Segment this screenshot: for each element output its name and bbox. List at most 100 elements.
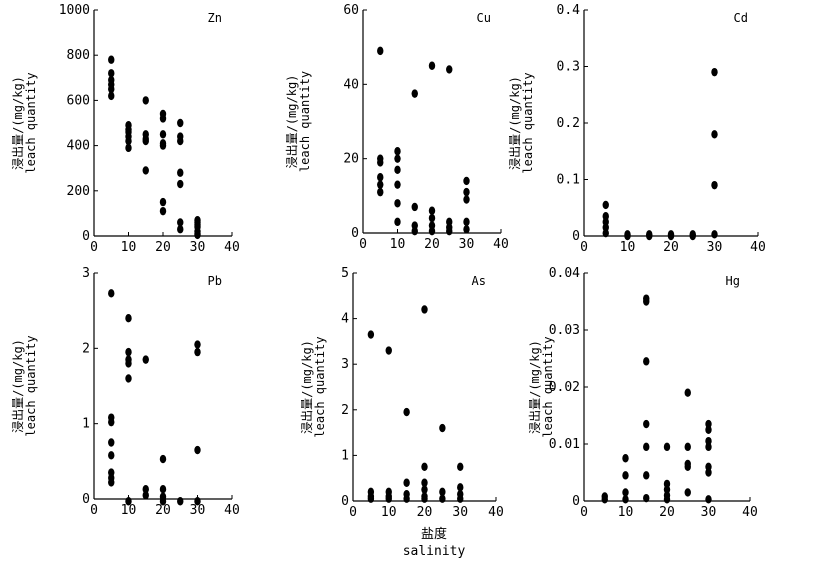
- x-axis-title-cn: 盐度: [421, 526, 447, 542]
- data-point: [622, 495, 629, 504]
- data-point: [385, 494, 392, 503]
- data-point: [439, 423, 446, 433]
- data-point: [705, 495, 712, 504]
- data-point: [711, 180, 718, 190]
- panel-title: Cd: [734, 11, 748, 25]
- y-tick-label: 40: [343, 77, 359, 92]
- x-tick-label: 40: [224, 503, 240, 518]
- y-axis-title-cn: 浸出量/(mg/kg): [528, 340, 542, 434]
- data-point: [403, 407, 410, 417]
- data-point: [142, 491, 149, 500]
- data-point: [108, 69, 115, 78]
- data-point: [194, 497, 201, 506]
- data-point: [624, 231, 631, 241]
- data-point: [428, 213, 436, 223]
- data-point: [194, 445, 201, 455]
- data-point: [705, 442, 712, 452]
- data-point: [108, 55, 115, 64]
- data-point: [159, 130, 167, 139]
- data-point: [367, 494, 375, 503]
- x-tick-label: 0: [580, 240, 588, 255]
- data-point: [377, 180, 384, 189]
- y-tick-label: 3: [341, 357, 349, 372]
- data-point: [421, 305, 428, 314]
- y-tick-label: 1000: [59, 3, 90, 18]
- data-point: [394, 147, 401, 156]
- x-tick-label: 30: [707, 240, 723, 255]
- data-point: [684, 488, 691, 497]
- x-tick-label: 40: [750, 240, 766, 255]
- data-point: [159, 114, 167, 123]
- data-point: [194, 340, 201, 349]
- y-axis-title-cn: 浸出量/(mg/kg): [300, 340, 314, 434]
- y-tick-label: 0.4: [557, 3, 581, 18]
- y-tick-label: 4: [341, 312, 349, 327]
- data-point: [108, 451, 115, 460]
- y-axis-title-cn: 浸出量/(mg/kg): [11, 339, 25, 433]
- data-point: [177, 497, 184, 506]
- data-point: [711, 230, 718, 239]
- data-point: [108, 478, 115, 487]
- x-tick-label: 20: [659, 505, 675, 520]
- y-tick-label: 600: [67, 93, 90, 108]
- y-axis-title-en: leach quantity: [521, 72, 535, 173]
- data-point: [159, 485, 167, 494]
- y-axis-title-en: leach quantity: [541, 336, 555, 437]
- y-tick-label: 0.3: [557, 60, 580, 75]
- data-point: [457, 483, 464, 492]
- data-point: [394, 217, 401, 227]
- data-point: [622, 454, 629, 463]
- data-point: [689, 231, 696, 241]
- data-point: [439, 487, 446, 497]
- data-point: [622, 471, 629, 480]
- chart-cu: 0 20 40 60 0 10 20 30 40 Cu 浸出量/(mg/kg) leach quant…: [285, 3, 509, 252]
- data-point: [439, 494, 446, 503]
- x-axis-title-en: salinity: [403, 544, 466, 559]
- y-axis-title-en: leach quantity: [24, 72, 38, 173]
- y-tick-label: 800: [67, 48, 90, 63]
- chart-zn: 0 200 400 600 800 1000 0 10 20 30 40 Zn 浸出量/(mg/kg) l…: [11, 3, 240, 255]
- panel-title: As: [472, 274, 486, 288]
- panel-title: Zn: [208, 11, 222, 25]
- data-point: [125, 359, 132, 368]
- data-point: [684, 388, 691, 397]
- data-point: [177, 225, 184, 234]
- data-point: [394, 165, 401, 175]
- panel-title: Hg: [726, 274, 740, 288]
- x-tick-label: 10: [381, 505, 397, 520]
- data-point: [643, 419, 650, 429]
- data-point: [177, 179, 184, 189]
- y-tick-label: 0: [341, 494, 349, 509]
- y-tick-label: 400: [67, 139, 90, 154]
- data-point: [667, 231, 675, 241]
- data-point: [622, 488, 629, 497]
- data-point: [663, 495, 671, 504]
- data-point: [643, 471, 650, 480]
- x-tick-label: 40: [493, 237, 509, 252]
- x-tick-label: 20: [424, 237, 440, 252]
- data-point: [377, 187, 384, 197]
- data-point: [446, 65, 453, 74]
- x-tick-label: 30: [452, 505, 468, 520]
- y-tick-label: 0.03: [549, 323, 580, 338]
- data-point: [428, 206, 436, 215]
- data-point: [602, 200, 609, 210]
- data-point: [394, 154, 401, 163]
- data-point: [463, 176, 470, 186]
- data-point: [159, 497, 167, 506]
- data-point: [177, 168, 184, 177]
- data-point: [142, 166, 149, 175]
- data-point: [159, 454, 167, 464]
- chart-cd: 0 0.1 0.2 0.3 0.4 0 10 20 30 40 Cd 浸出量/(mg/kg) leach…: [508, 3, 766, 255]
- x-tick-label: 20: [155, 240, 171, 255]
- data-point: [711, 67, 718, 77]
- y-tick-label: 0: [351, 226, 359, 241]
- x-tick-label: 30: [701, 505, 717, 520]
- y-tick-label: 1: [341, 448, 349, 463]
- x-tick-label: 30: [190, 240, 206, 255]
- data-point: [602, 228, 609, 238]
- data-point: [601, 495, 608, 504]
